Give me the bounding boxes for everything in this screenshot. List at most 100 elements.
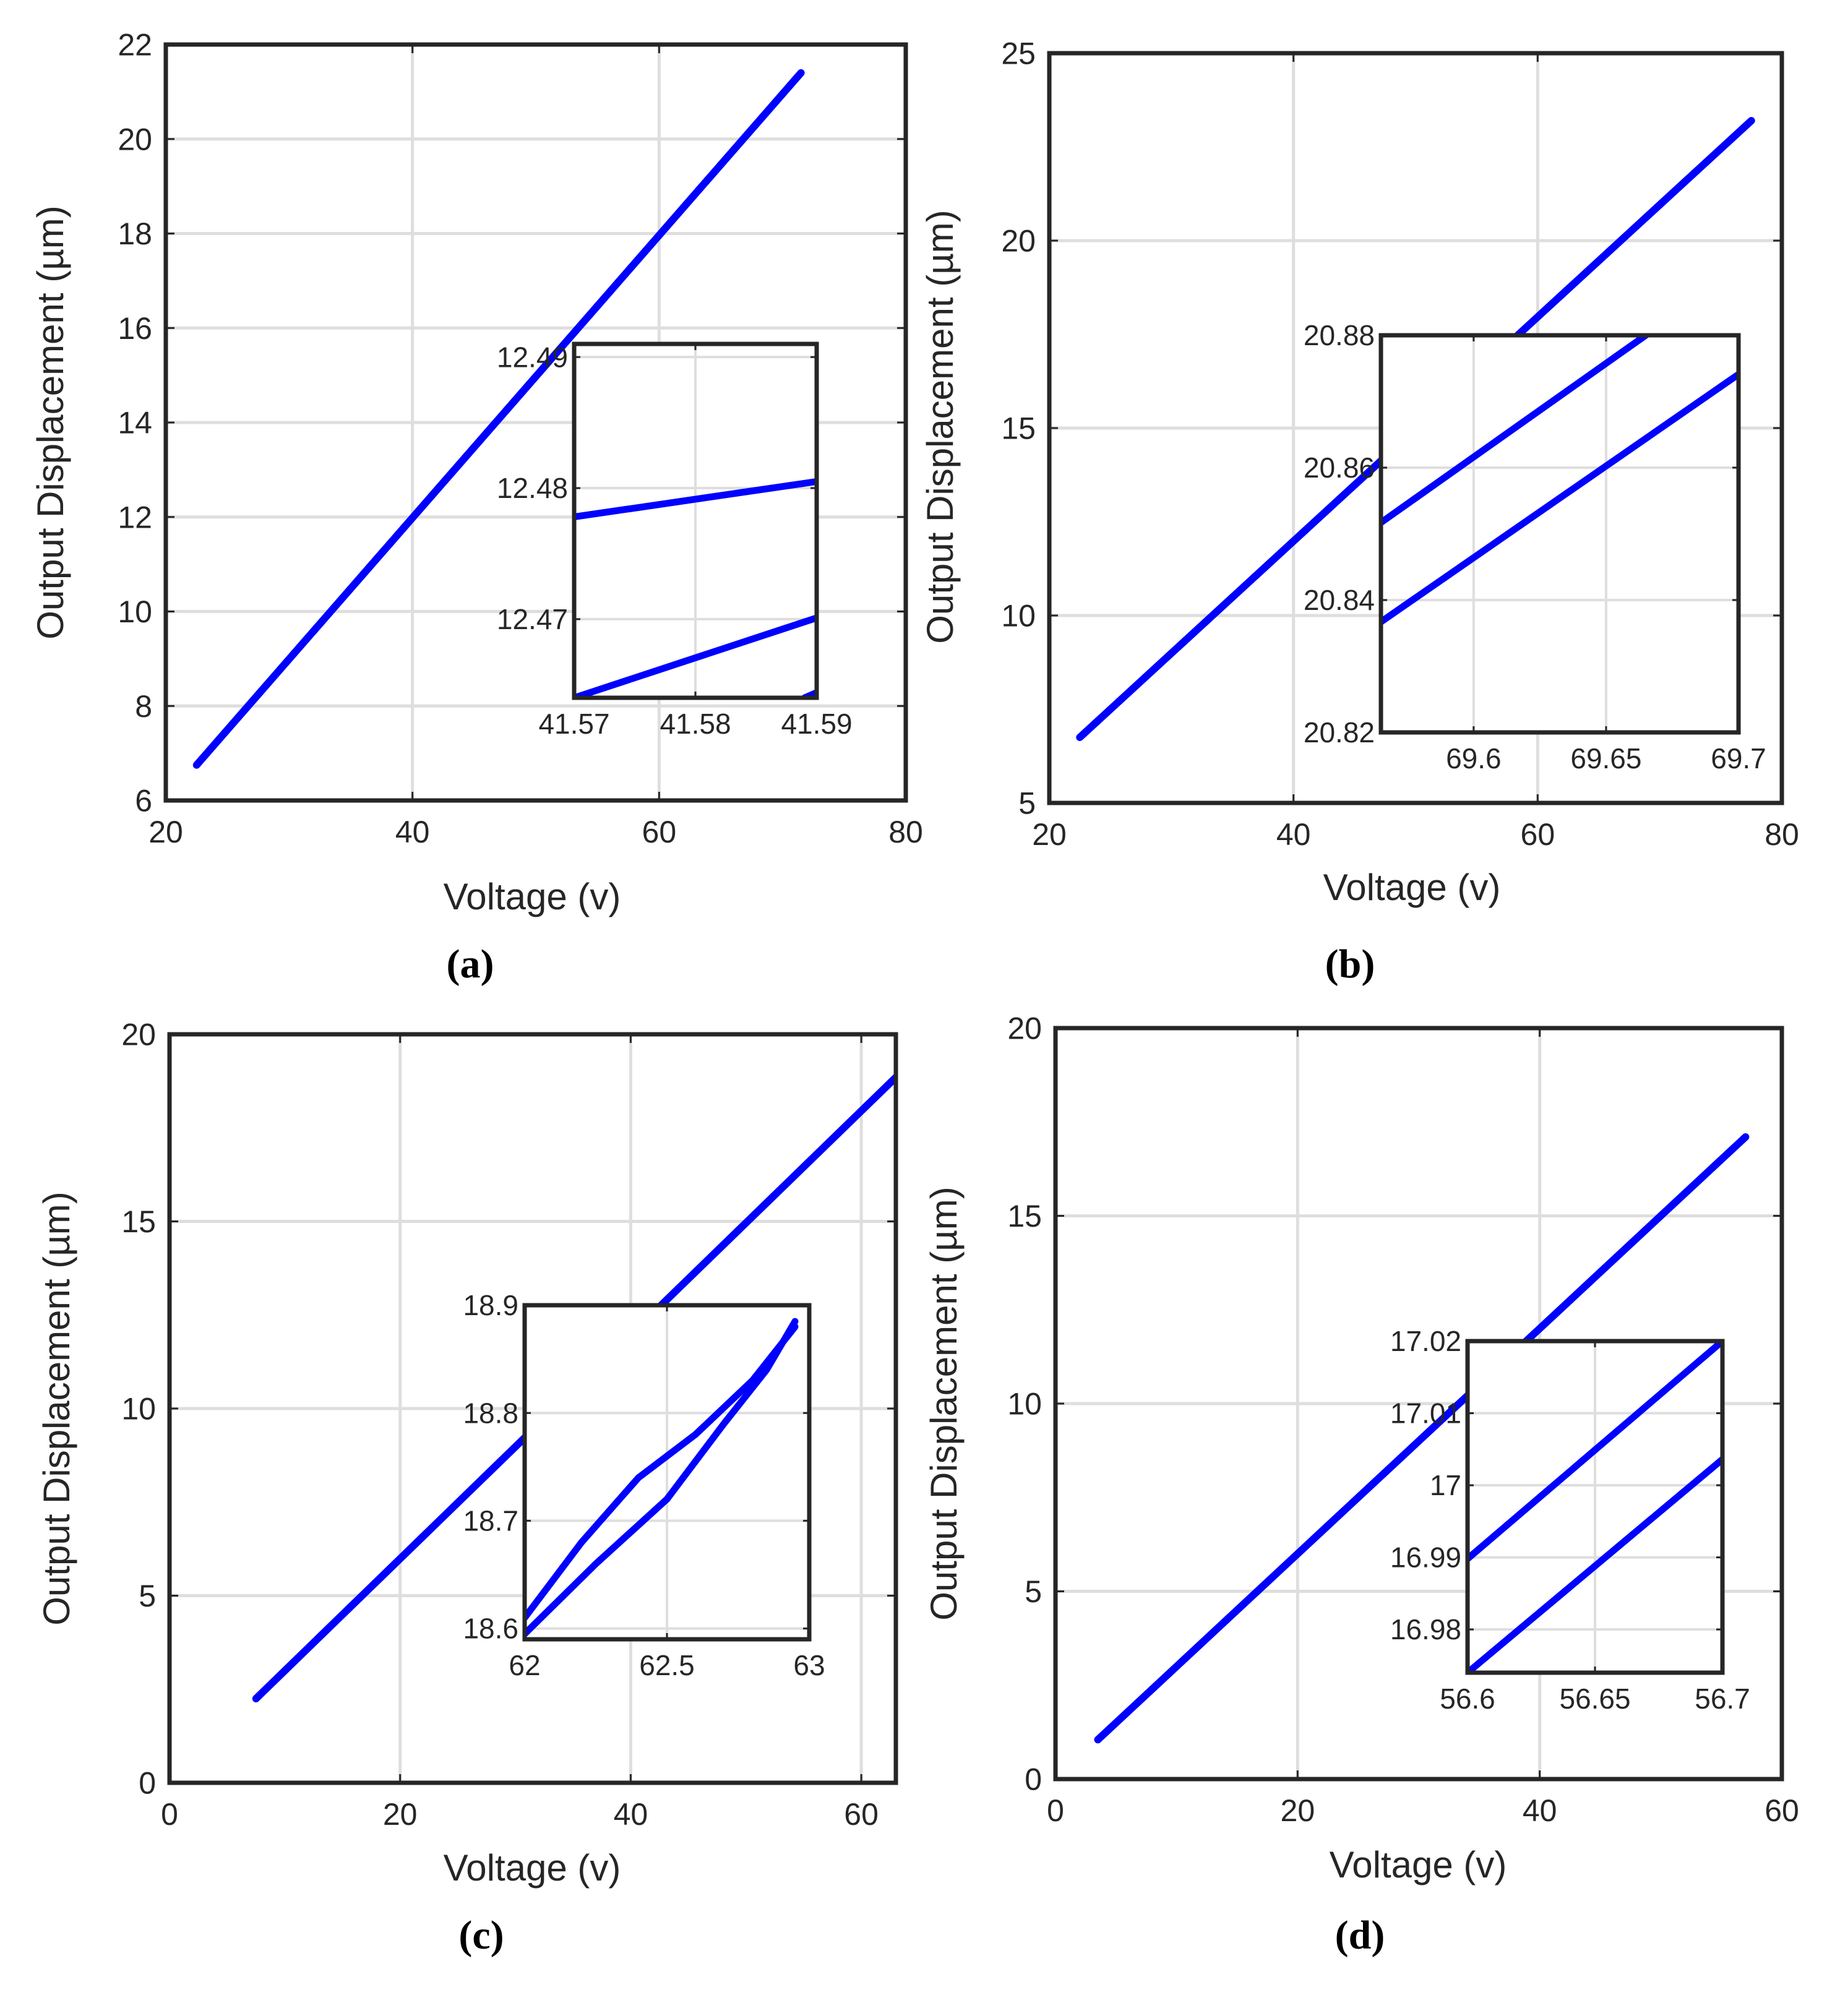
- chart-b-y-tick-label: 5: [1018, 786, 1036, 821]
- chart-b-x-tick-label: 80: [1765, 817, 1799, 852]
- chart-a-y-tick-label: 6: [135, 784, 152, 818]
- chart-a-y-tick-label: 14: [118, 406, 152, 440]
- chart-a: 20 40 60 80 6 8 10 12 14 16 18 20 22 Voltage (v) Outpu…: [30, 28, 923, 987]
- inset-b-frame: [1378, 333, 1741, 735]
- inset-a-frame: [572, 341, 819, 700]
- chart-c-x-tick-label: 60: [844, 1797, 879, 1832]
- x-axis-label: Voltage (v): [1330, 1844, 1507, 1885]
- inset-b: 69.6 69.65 69.7 20.82 20.84 20.86 20.88: [1304, 319, 1766, 774]
- chart-a-x-tick-label: 80: [888, 815, 923, 849]
- inset-d-y-tick-label: 16.99: [1390, 1542, 1461, 1574]
- inset-d-y-tick-label: 17: [1430, 1469, 1461, 1501]
- chart-d-y-tick-label: 10: [1007, 1387, 1042, 1422]
- chart-d-x-tick-label: 60: [1765, 1793, 1799, 1828]
- inset-c-frame: [522, 1303, 812, 1642]
- inset-series-line: [525, 1323, 799, 1621]
- inset-series-line: [1381, 371, 1739, 625]
- inset-b-x-tick-label: 69.65: [1570, 742, 1641, 774]
- chart-c-x-tick-label: 40: [614, 1797, 648, 1832]
- inset-d: 56.6 56.65 56.7 16.98 16.99 17 17.01 17.02: [1390, 1325, 1750, 1715]
- inset-c: 62 62.5 63 18.6 18.7 18.8 18.9: [463, 1289, 825, 1681]
- inset-series-line: [1381, 335, 1649, 526]
- chart-b-x-tick-label: 40: [1276, 817, 1311, 852]
- y-axis-label: Output Displacement (µm): [36, 1191, 77, 1625]
- chart-d-x-tick-label: 20: [1281, 1793, 1315, 1828]
- y-axis-label: Output Displacement (µm): [923, 1186, 965, 1620]
- chart-a-y-tick-label: 8: [135, 689, 152, 724]
- inset-a-y-tick-label: 12.47: [497, 603, 568, 635]
- inset-b-y-tick-label: 20.86: [1304, 452, 1375, 484]
- inset-c-y-tick-label: 18.7: [463, 1504, 518, 1537]
- inset-series-line: [525, 1318, 799, 1637]
- chart-a-x-tick-label: 60: [642, 815, 677, 849]
- subfigure-caption: (c): [458, 1913, 504, 1958]
- inset-d-y-tick-label: 17.02: [1390, 1325, 1461, 1357]
- chart-d-y-tick-label: 5: [1025, 1574, 1042, 1609]
- inset-c-y-tick-label: 18.9: [463, 1289, 518, 1321]
- inset-b-background: [1381, 335, 1739, 732]
- inset-c-x-tick-label: 63: [793, 1649, 825, 1681]
- inset-a-x-tick-label: 41.57: [538, 708, 609, 740]
- chart-d-x-tick-label: 40: [1523, 1793, 1557, 1828]
- inset-series-line: [1468, 1341, 1722, 1563]
- chart-a-y-tick-label: 20: [118, 122, 152, 157]
- chart-a-y-tick-label: 16: [118, 311, 152, 346]
- inset-a: 41.57 41.58 41.59 12.47 12.48 12.49: [497, 341, 853, 740]
- chart-c-y-tick-label: 15: [121, 1204, 156, 1239]
- x-axis-label: Voltage (v): [444, 876, 621, 917]
- chart-d-y-tick-label: 20: [1007, 1011, 1042, 1046]
- inset-a-y-tick-label: 12.48: [497, 472, 568, 504]
- inset-c-y-tick-label: 18.6: [463, 1613, 518, 1645]
- chart-b-y-tick-label: 20: [1001, 224, 1036, 259]
- chart-a-frame: [163, 42, 908, 803]
- inset-a-x-tick-label: 41.59: [781, 708, 852, 740]
- charts-layer: 20 40 60 80 6 8 10 12 14 16 18 20 22 Voltage (v) Outpu…: [30, 28, 1799, 1958]
- inset-series-line: [1468, 1456, 1722, 1673]
- inset-d-x-tick-label: 56.6: [1440, 1683, 1495, 1715]
- chart-c-x-tick-label: 20: [383, 1797, 418, 1832]
- inset-a-y-tick-label: 12.49: [497, 341, 568, 373]
- inset-b-x-tick-label: 69.6: [1446, 742, 1502, 774]
- inset-b-y-tick-label: 20.88: [1304, 319, 1375, 351]
- inset-b-y-tick-label: 20.82: [1304, 716, 1375, 748]
- chart-a-x-tick-label: 20: [148, 815, 183, 849]
- chart-a-y-tick-label: 22: [118, 28, 152, 62]
- inset-c-x-tick-label: 62.5: [639, 1649, 695, 1681]
- chart-c-x-tick-label: 0: [161, 1797, 178, 1832]
- chart-c-y-tick-label: 0: [139, 1766, 156, 1801]
- subfigure-caption: (b): [1325, 942, 1375, 987]
- chart-d-y-tick-label: 0: [1025, 1762, 1042, 1797]
- chart-c-y-tick-label: 20: [121, 1018, 156, 1052]
- chart-c-frame: [167, 1032, 898, 1785]
- chart-b-y-tick-label: 25: [1001, 36, 1036, 71]
- inset-d-x-tick-label: 56.7: [1695, 1683, 1750, 1715]
- inset-c-x-tick-label: 62: [509, 1649, 540, 1681]
- chart-b: 20 40 60 80 5 10 15 20 25 Voltage (v) Output Displ…: [919, 36, 1799, 987]
- inset-b-x-tick-label: 69.7: [1711, 742, 1766, 774]
- chart-a-y-tick-label: 18: [118, 217, 152, 251]
- chart-b-y-tick-label: 10: [1001, 599, 1036, 633]
- chart-d-frame: [1053, 1026, 1784, 1782]
- inset-b-y-tick-label: 20.84: [1304, 584, 1375, 616]
- chart-c-y-tick-label: 10: [121, 1392, 156, 1426]
- chart-a-y-tick-label: 10: [118, 594, 152, 629]
- subfigure-caption: (d): [1335, 1913, 1385, 1958]
- inset-series-line: [574, 478, 817, 521]
- x-axis-label: Voltage (v): [1323, 867, 1501, 908]
- y-axis-label: Output Displacement (µm): [30, 205, 71, 639]
- chart-a-x-tick-label: 40: [395, 815, 430, 849]
- inset-series-line: [574, 614, 817, 698]
- chart-c-y-tick-label: 5: [139, 1579, 156, 1613]
- chart-d-x-tick-label: 0: [1047, 1793, 1064, 1828]
- inset-d-y-tick-label: 16.98: [1390, 1613, 1461, 1645]
- inset-d-y-tick-label: 17.01: [1390, 1397, 1461, 1430]
- chart-c: 0 20 40 60 0 5 10 15 20 Voltage (v) Output Displac…: [36, 1018, 898, 1958]
- inset-d-frame: [1465, 1339, 1725, 1675]
- chart-a-y-tick-label: 12: [118, 500, 152, 534]
- chart-b-x-tick-label: 20: [1032, 817, 1067, 852]
- inset-d-x-tick-label: 56.65: [1559, 1683, 1630, 1715]
- y-axis-label: Output Displacement (µm): [919, 210, 961, 643]
- chart-d-y-tick-label: 15: [1007, 1199, 1042, 1233]
- x-axis-label: Voltage (v): [444, 1847, 621, 1889]
